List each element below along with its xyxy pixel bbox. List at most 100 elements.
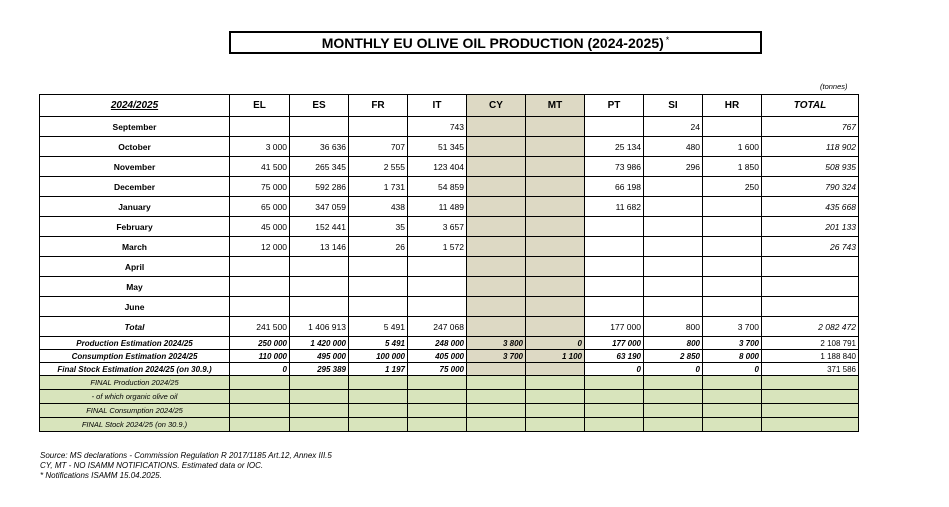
cell-cy [466, 216, 526, 237]
cell-mt [525, 216, 585, 237]
cell-fr: 438 [348, 196, 408, 217]
cell-total: 508 935 [761, 156, 859, 177]
month-row: March 12 000 13 146 26 1 572 26 743 [39, 236, 859, 257]
cy-mt-note: CY, MT - NO ISAMM NOTIFICATIONS. Estimat… [40, 461, 264, 470]
cell-si [643, 389, 703, 404]
cell-it [407, 375, 467, 390]
cell-cy: 3 700 [466, 349, 526, 363]
cell-fr: 5 491 [348, 336, 408, 350]
cell-es [289, 116, 349, 137]
header-col-el: EL [229, 94, 290, 117]
cell-total: 201 133 [761, 216, 859, 237]
row-label: Consumption Estimation 2024/25 [39, 349, 230, 363]
cell-mt [525, 375, 585, 390]
cell-it [407, 296, 467, 317]
final-row: FINAL Production 2024/25 [39, 375, 859, 390]
cell-pt: 63 190 [584, 349, 644, 363]
row-label: Total [39, 316, 230, 337]
cell-total: 767 [761, 116, 859, 137]
row-label: April [39, 256, 230, 277]
cell-mt [525, 296, 585, 317]
cell-pt [584, 296, 644, 317]
cell-it: 1 572 [407, 236, 467, 257]
cell-cy [466, 156, 526, 177]
cell-cy [466, 196, 526, 217]
cell-hr [702, 375, 762, 390]
cell-el [229, 403, 290, 418]
cell-si [643, 296, 703, 317]
cell-el: 110 000 [229, 349, 290, 363]
cell-it: 743 [407, 116, 467, 137]
cell-mt [525, 176, 585, 197]
header-col-fr: FR [348, 94, 408, 117]
cell-el: 12 000 [229, 236, 290, 257]
cell-cy [466, 362, 526, 376]
cell-total [761, 403, 859, 418]
header-season: 2024/2025 [39, 94, 230, 117]
cell-total: 118 902 [761, 136, 859, 157]
cell-total: 435 668 [761, 196, 859, 217]
cell-it [407, 417, 467, 432]
cell-total [761, 276, 859, 297]
cell-el: 45 000 [229, 216, 290, 237]
cell-es: 592 286 [289, 176, 349, 197]
cell-es [289, 417, 349, 432]
cell-total [761, 389, 859, 404]
cell-it: 51 345 [407, 136, 467, 157]
cell-si [643, 256, 703, 277]
source-note: Source: MS declarations - Commission Reg… [40, 451, 332, 460]
cell-es: 13 146 [289, 236, 349, 257]
cell-el [229, 375, 290, 390]
cell-it: 405 000 [407, 349, 467, 363]
row-label: October [39, 136, 230, 157]
row-label: FINAL Stock 2024/25 (on 30.9.) [39, 417, 230, 432]
cell-it: 54 859 [407, 176, 467, 197]
report-title: MONTHLY EU OLIVE OIL PRODUCTION (2024-20… [321, 34, 664, 51]
cell-fr: 35 [348, 216, 408, 237]
cell-el: 75 000 [229, 176, 290, 197]
header-col-total: TOTAL [761, 94, 859, 117]
cell-pt: 25 134 [584, 136, 644, 157]
cell-it [407, 403, 467, 418]
cell-pt [584, 375, 644, 390]
cell-si: 800 [643, 336, 703, 350]
cell-cy [466, 403, 526, 418]
cell-fr [348, 276, 408, 297]
cell-hr [702, 256, 762, 277]
month-row: June [39, 296, 859, 317]
cell-hr: 3 700 [702, 336, 762, 350]
cell-el: 250 000 [229, 336, 290, 350]
cell-mt [525, 276, 585, 297]
cell-cy [466, 417, 526, 432]
final-row: - of which organic olive oil [39, 389, 859, 404]
cell-es: 1 406 913 [289, 316, 349, 337]
cell-si [643, 176, 703, 197]
cell-el: 241 500 [229, 316, 290, 337]
cell-pt: 73 986 [584, 156, 644, 177]
cell-it [407, 256, 467, 277]
cell-el [229, 389, 290, 404]
cell-mt: 1 100 [525, 349, 585, 363]
row-label: FINAL Production 2024/25 [39, 375, 230, 390]
cell-si [643, 375, 703, 390]
cell-cy [466, 389, 526, 404]
cell-fr [348, 296, 408, 317]
cell-fr [348, 116, 408, 137]
cell-el: 0 [229, 362, 290, 376]
cell-pt: 66 198 [584, 176, 644, 197]
cell-es [289, 389, 349, 404]
header-col-hr: HR [702, 94, 762, 117]
cell-total: 26 743 [761, 236, 859, 257]
cell-pt: 0 [584, 362, 644, 376]
header-col-mt: MT [525, 94, 585, 117]
cell-fr: 26 [348, 236, 408, 257]
cell-hr [702, 236, 762, 257]
cell-hr [702, 116, 762, 137]
cell-hr [702, 276, 762, 297]
cell-si [643, 417, 703, 432]
cell-si [643, 276, 703, 297]
isamm-note: * Notifications ISAMM 15.04.2025. [40, 471, 162, 480]
cell-cy [466, 176, 526, 197]
final-row: FINAL Consumption 2024/25 [39, 403, 859, 418]
cell-fr [348, 389, 408, 404]
